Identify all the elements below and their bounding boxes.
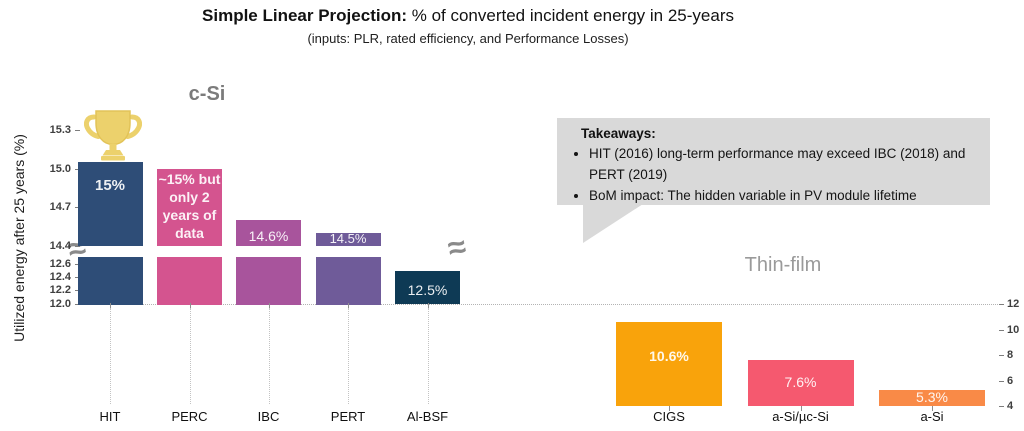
axis-tick — [268, 303, 270, 308]
right-axis-tick-mark — [999, 406, 1004, 408]
bar-al-bsf: 12.5% — [395, 270, 460, 305]
right-axis-tick-mark — [999, 380, 1004, 382]
bar-hit — [77, 257, 143, 305]
bar-value-label-pert: 14.5% — [329, 231, 367, 247]
y-axis-tick-label: 15.0 — [49, 162, 71, 175]
takeaways-heading: Takeaways: — [581, 126, 656, 141]
y-axis-tick-label: 14.4 — [49, 240, 71, 252]
y-axis-tick-label: 12.6 — [49, 258, 71, 271]
y-axis-tick-mark — [75, 246, 80, 247]
right-axis-tick-label: 6 — [1007, 374, 1014, 387]
category-label-a-si: a-Si — [920, 409, 944, 424]
y-axis-tick-mark — [75, 129, 80, 131]
category-label-pert: PERT — [330, 409, 366, 424]
bar-value-label-al-bsf: 12.5% — [407, 281, 448, 298]
category-label-al-bsf: Al-BSF — [406, 409, 449, 424]
right-axis-tick-mark — [999, 355, 1004, 357]
bar-value-label-cigs: 10.6% — [649, 347, 689, 364]
y-axis-tick-label: 12.0 — [49, 297, 71, 310]
takeaways-item: BoM impact: The hidden variable in PV mo… — [589, 185, 967, 206]
category-leader-line — [189, 308, 191, 404]
axis-tick — [348, 303, 349, 308]
bar-a-si-c-si: 7.6% — [747, 360, 854, 407]
axis-tick — [110, 303, 111, 308]
bar-perc: ~15% but only 2 years of data — [157, 168, 222, 246]
bar-hit: 15% — [77, 162, 143, 246]
takeaways-list: HIT (2016) long-term performance may exc… — [557, 143, 990, 206]
bar-perc — [157, 257, 222, 305]
axis-tick — [427, 303, 429, 308]
category-leader-line — [268, 308, 270, 404]
category-leader-line — [427, 308, 429, 404]
page-title: Simple Linear Projection: % of converted… — [202, 6, 734, 26]
bar-value-label-perc: ~15% but only 2 years of data — [158, 171, 221, 242]
bar-a-si: 5.3% — [879, 389, 985, 407]
axis-break-icon: ≈ — [444, 227, 470, 267]
category-leader-line — [110, 308, 111, 404]
y-axis-label: Utilized energy after 25 years (%) — [11, 134, 27, 342]
right-axis-tick-label: 12 — [1007, 298, 1020, 310]
takeaways-bubble-tail — [583, 204, 643, 243]
category-label-hit: HIT — [99, 409, 121, 424]
bar-cigs: 10.6% — [616, 321, 722, 407]
category-label-cigs: CIGS — [653, 409, 685, 424]
category-label-a-si-c-si: a-Si/µc-Si — [772, 409, 829, 424]
bar-pert — [315, 257, 381, 305]
axis-tick — [669, 406, 670, 411]
page-title-rest: % of converted incident energy in 25-yea… — [407, 6, 734, 25]
right-axis-tick-label: 10 — [1007, 323, 1020, 336]
takeaways-item: HIT (2016) long-term performance may exc… — [589, 143, 967, 185]
bar-value-label-hit: 15% — [94, 177, 126, 195]
group-header-c-si: c-Si — [188, 83, 226, 105]
axis-tick — [189, 303, 191, 308]
category-leader-line — [348, 308, 349, 404]
page-title-bold: Simple Linear Projection: — [202, 6, 408, 25]
page-subtitle: (inputs: PLR, rated efficiency, and Perf… — [307, 31, 629, 46]
y-axis-tick-label: 12.4 — [49, 271, 71, 284]
trophy-icon — [84, 110, 142, 161]
right-axis-tick-mark — [999, 304, 1004, 305]
takeaways-bubble: Takeaways: HIT (2016) long-term performa… — [557, 118, 990, 205]
y-axis-tick-label: 12.2 — [49, 284, 71, 297]
group-header-thin-film: Thin-film — [744, 254, 822, 276]
bar-value-label-a-si-c-si: 7.6% — [784, 374, 817, 391]
axis-tick — [800, 406, 802, 411]
category-label-perc: PERC — [171, 409, 208, 424]
bar-value-label-ibc: 14.6% — [248, 228, 289, 245]
bar-ibc: 14.6% — [236, 220, 301, 246]
bar-ibc — [236, 257, 301, 305]
right-axis-tick-label: 4 — [1007, 400, 1014, 413]
y-axis-tick-label: 14.7 — [49, 201, 71, 214]
axis-tick — [932, 406, 933, 411]
bar-pert: 14.5% — [315, 231, 381, 247]
right-axis-tick-mark — [999, 329, 1004, 331]
right-axis-tick-label: 8 — [1007, 349, 1014, 362]
category-label-ibc: IBC — [257, 409, 280, 424]
axis-baseline-dotted-line — [76, 304, 998, 305]
bar-value-label-a-si: 5.3% — [916, 389, 948, 406]
y-axis-tick-label: 15.3 — [49, 123, 71, 136]
